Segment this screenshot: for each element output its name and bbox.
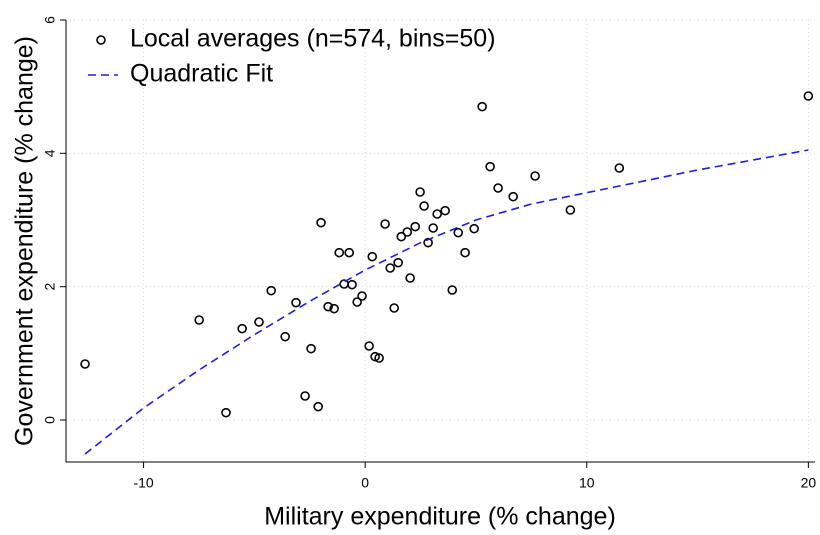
point (419, 201, 429, 211)
point (194, 315, 204, 325)
point (402, 227, 413, 237)
legend-marker (96, 35, 106, 45)
fit-line (84, 149, 809, 455)
point (380, 219, 390, 229)
point (423, 237, 433, 248)
point (221, 407, 231, 418)
y-tick-label: 4 (42, 149, 58, 157)
point (357, 291, 367, 301)
point (334, 247, 345, 258)
x-tick-label: 10 (579, 475, 595, 491)
point (254, 317, 264, 327)
point (385, 263, 395, 273)
point (469, 223, 479, 234)
point (80, 359, 90, 369)
point (393, 257, 403, 268)
point (313, 401, 323, 412)
point (367, 251, 378, 262)
point (316, 217, 326, 228)
point (280, 331, 290, 342)
point (347, 279, 357, 290)
point (447, 285, 458, 295)
x-axis-label: Military expenditure (% change) (264, 503, 616, 531)
y-tick-label: 0 (42, 416, 58, 424)
point (493, 183, 503, 193)
y-tick-label: 2 (42, 283, 58, 291)
point (389, 303, 399, 313)
point (565, 205, 576, 215)
point (352, 297, 362, 307)
y-tick-label: 6 (42, 16, 58, 24)
point (453, 227, 464, 238)
point (440, 205, 450, 216)
point (415, 187, 425, 197)
point (428, 223, 438, 233)
point (329, 303, 339, 314)
point (300, 391, 310, 401)
point (374, 353, 384, 363)
x-tick-label: -10 (133, 475, 153, 491)
x-tick-label: 20 (801, 475, 817, 491)
point (508, 191, 518, 202)
point (485, 161, 495, 172)
y-axis-label: Government expenditure (% change) (11, 36, 39, 446)
point (530, 171, 540, 181)
legend-label: Local averages (n=574, bins=50) (130, 25, 496, 53)
point (306, 343, 316, 354)
point (803, 91, 814, 101)
point (396, 231, 407, 242)
point (323, 301, 333, 312)
point (432, 209, 442, 219)
point (364, 341, 374, 351)
point (237, 323, 247, 334)
point (344, 247, 355, 258)
x-tick-label: 0 (361, 475, 369, 491)
point (291, 297, 301, 308)
legend-label: Quadratic Fit (130, 60, 273, 88)
point (266, 285, 276, 296)
point (410, 221, 421, 232)
point (477, 101, 487, 112)
point (460, 247, 470, 258)
point (405, 273, 415, 283)
point (614, 163, 625, 173)
